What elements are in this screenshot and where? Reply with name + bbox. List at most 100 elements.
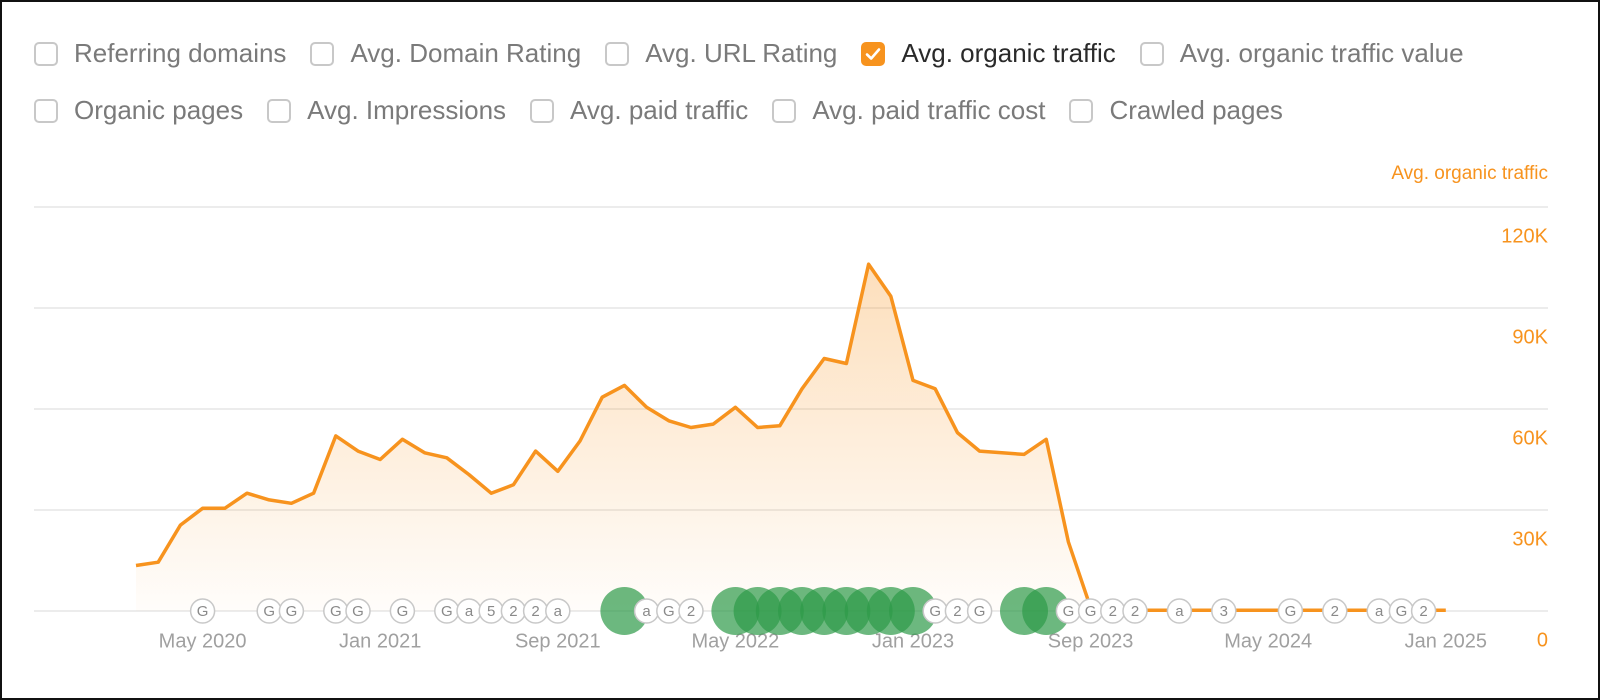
y-tick-label: 30K [1512, 528, 1548, 550]
event-circle [1322, 598, 1348, 624]
metric-checkbox[interactable]: Crawled pages [1069, 95, 1283, 126]
event-circle [278, 598, 305, 624]
event-label: a [642, 603, 651, 620]
checkbox[interactable] [310, 41, 335, 66]
event-marker: G [1077, 598, 1104, 624]
event-circle [678, 598, 704, 624]
event-label: G [330, 603, 342, 620]
event-label: G [663, 603, 675, 620]
event-circle [545, 598, 571, 624]
x-tick-label: Jan 2023 [872, 630, 954, 652]
checkbox-label[interactable]: Avg. Impressions [307, 95, 507, 125]
event-circle [345, 598, 371, 624]
event-label: G [1063, 603, 1075, 620]
y-axis-label: Avg. organic traffic [1391, 163, 1548, 184]
event-marker: 3 [1211, 598, 1237, 624]
checkbox-label[interactable]: Referring domains [74, 38, 287, 68]
checkbox[interactable] [530, 98, 555, 123]
checkbox-label[interactable]: Avg. paid traffic [570, 95, 749, 125]
checkbox-label[interactable]: Crawled pages [1109, 95, 1283, 125]
checkbox-row: Organic pages Avg. Impressions Avg. paid t… [34, 95, 1283, 126]
checkbox[interactable] [267, 98, 292, 123]
checkbox[interactable] [1069, 98, 1094, 123]
checkbox-label[interactable]: Avg. organic traffic value [1179, 38, 1464, 68]
event-marker: G [1277, 598, 1304, 624]
event-marker: G [434, 598, 460, 624]
event-marker: G [656, 598, 682, 624]
event-label: G [397, 603, 409, 620]
event-label: G [263, 603, 275, 620]
event-marker: G [278, 598, 305, 624]
event-label: 2 [953, 603, 961, 620]
event-marker: 2 [1100, 598, 1126, 624]
major-event-marker [600, 587, 649, 635]
metric-checkbox[interactable]: Avg. paid traffic cost [772, 95, 1045, 126]
event-marker: G [1055, 598, 1082, 624]
event-label: G [286, 603, 298, 620]
checkbox-label[interactable]: Avg. Domain Rating [350, 38, 582, 68]
metric-checkbox[interactable]: Referring domains [34, 38, 286, 69]
x-tick-label: Sep 2021 [515, 630, 601, 652]
checkbox[interactable] [34, 98, 58, 123]
event-label: a [1175, 603, 1184, 620]
event-circle [1122, 598, 1148, 624]
event-label: 2 [531, 603, 539, 620]
event-label: G [1285, 603, 1297, 620]
metric-checkbox[interactable]: Organic pages [34, 95, 243, 126]
event-marker: 2 [522, 598, 549, 624]
check-icon [866, 47, 881, 60]
event-circle [189, 598, 216, 624]
checkbox-label[interactable]: Avg. URL Rating [645, 38, 838, 68]
metric-checkbox[interactable]: Avg. paid traffic [530, 95, 748, 126]
y-tick-label: 90K [1512, 326, 1548, 348]
checkbox-label[interactable]: Organic pages [74, 95, 244, 125]
checkbox[interactable] [605, 41, 630, 66]
event-label: 2 [509, 603, 517, 620]
event-label: 2 [1131, 603, 1139, 620]
event-marker: a [545, 598, 571, 624]
event-label: 5 [487, 603, 495, 620]
major-event-marker [889, 587, 937, 635]
event-marker: G [323, 598, 349, 624]
event-label: G [1396, 603, 1408, 620]
event-circle [1410, 598, 1437, 624]
event-circle [389, 598, 416, 624]
event-marker: 2 [1410, 598, 1437, 624]
event-marker: a [456, 598, 482, 624]
checkbox-label[interactable]: Avg. organic traffic [901, 38, 1116, 68]
metric-checkbox[interactable]: Avg. Impressions [267, 95, 506, 126]
event-label: 3 [1220, 603, 1228, 620]
event-marker: 2 [944, 598, 971, 624]
x-tick-label: May 2022 [691, 630, 779, 652]
checkbox[interactable] [861, 41, 886, 66]
metric-checkbox[interactable]: Avg. Domain Rating [310, 38, 581, 69]
event-marker: 2 [1122, 598, 1148, 624]
metric-checkbox[interactable]: Avg. organic traffic value [1139, 38, 1464, 69]
event-label: 2 [1109, 603, 1117, 620]
checkbox[interactable] [772, 98, 797, 123]
event-label: 2 [687, 603, 695, 620]
event-marker: G [345, 598, 371, 624]
x-tick-label: Jan 2025 [1405, 630, 1487, 652]
checkbox[interactable] [1139, 41, 1164, 66]
checkbox-row: Referring domains Avg. Domain Rating Avg. … [34, 38, 1464, 69]
metric-checkbox[interactable]: Avg. organic traffic [861, 38, 1116, 69]
event-marker: G [189, 598, 216, 624]
event-circle [1166, 598, 1193, 624]
metric-checkbox[interactable]: Avg. URL Rating [605, 38, 837, 69]
event-marker: G [389, 598, 416, 624]
event-marker: a [1366, 598, 1392, 624]
checkbox[interactable] [34, 41, 58, 66]
event-label: G [441, 603, 453, 620]
event-label: G [197, 603, 209, 620]
event-circle [966, 598, 993, 624]
event-label: G [929, 603, 941, 620]
event-label: a [554, 603, 563, 620]
y-tick-label: 60K [1512, 427, 1548, 449]
event-marker: a [633, 598, 660, 624]
checkbox-label[interactable]: Avg. paid traffic cost [812, 95, 1046, 125]
event-marker: G [922, 598, 948, 624]
event-label: G [1085, 603, 1097, 620]
